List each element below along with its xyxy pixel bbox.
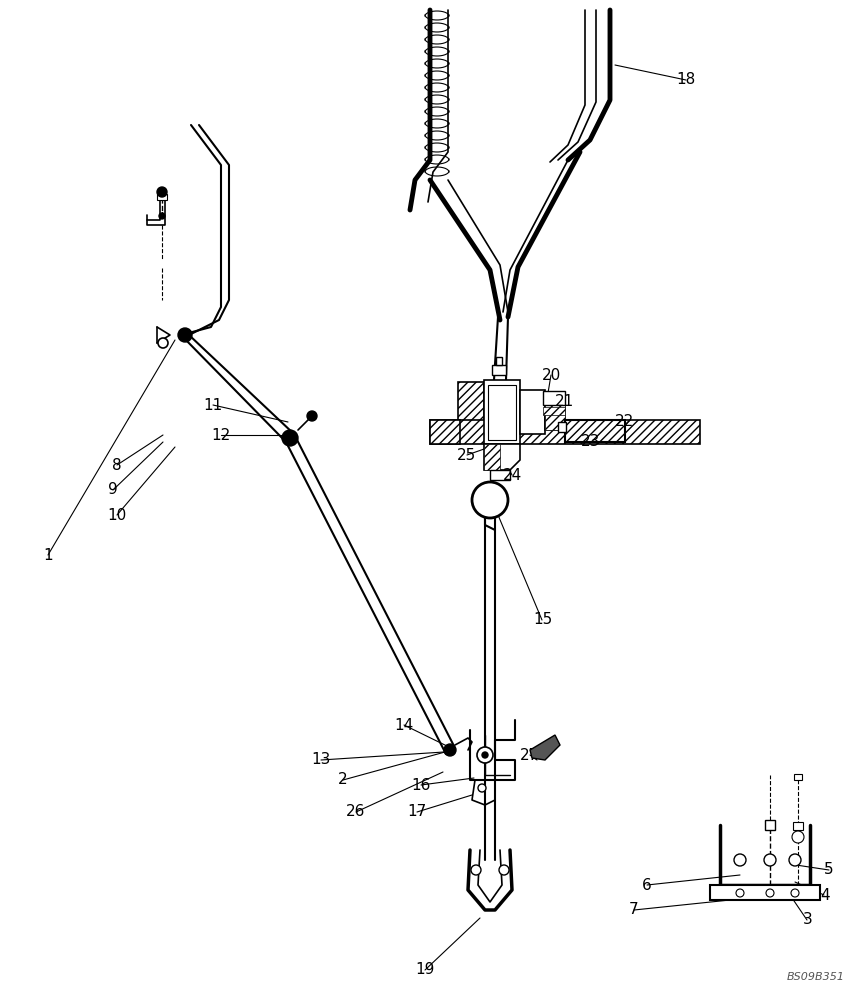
Bar — [794, 774, 802, 780]
Text: 18: 18 — [676, 73, 695, 88]
Circle shape — [444, 744, 456, 756]
Text: 3: 3 — [802, 912, 812, 928]
Text: BS09B351: BS09B351 — [787, 972, 845, 982]
Circle shape — [178, 328, 192, 342]
Bar — [496, 357, 502, 365]
Text: 23: 23 — [581, 434, 600, 450]
Text: 17: 17 — [407, 804, 426, 820]
Polygon shape — [484, 444, 520, 470]
Bar — [157, 194, 167, 200]
Circle shape — [766, 889, 774, 897]
Circle shape — [157, 187, 167, 197]
Bar — [793, 822, 803, 830]
Bar — [492, 365, 506, 375]
Text: 19: 19 — [416, 962, 435, 978]
Text: 4: 4 — [819, 888, 830, 902]
Polygon shape — [565, 420, 625, 442]
Bar — [765, 820, 775, 830]
Polygon shape — [484, 444, 500, 470]
Circle shape — [791, 889, 799, 897]
Circle shape — [792, 831, 804, 843]
Text: 1: 1 — [43, 548, 53, 562]
Polygon shape — [710, 885, 820, 900]
Text: 13: 13 — [312, 752, 331, 768]
Circle shape — [482, 752, 488, 758]
Circle shape — [307, 411, 317, 421]
Bar — [488, 385, 516, 440]
Bar — [543, 391, 565, 405]
Text: 25: 25 — [457, 448, 477, 462]
Polygon shape — [430, 420, 460, 444]
Text: 8: 8 — [112, 458, 122, 473]
Circle shape — [789, 854, 801, 866]
Circle shape — [736, 889, 744, 897]
Text: 24: 24 — [503, 468, 522, 483]
Polygon shape — [484, 380, 520, 444]
Circle shape — [471, 865, 481, 875]
Text: 16: 16 — [411, 778, 431, 792]
Text: 22: 22 — [615, 414, 635, 430]
Bar — [558, 422, 566, 432]
Circle shape — [477, 747, 493, 763]
Circle shape — [478, 784, 486, 792]
Text: 2: 2 — [338, 772, 348, 788]
Text: 9: 9 — [108, 483, 118, 497]
Text: 7: 7 — [628, 902, 639, 918]
Bar — [490, 470, 510, 480]
Text: 20: 20 — [542, 367, 561, 382]
Bar — [543, 407, 565, 415]
Text: 26: 26 — [346, 804, 365, 820]
Circle shape — [282, 430, 298, 446]
Circle shape — [159, 213, 165, 219]
Polygon shape — [520, 390, 545, 434]
Circle shape — [158, 338, 168, 348]
Polygon shape — [545, 400, 565, 430]
Circle shape — [472, 482, 508, 518]
Text: 27: 27 — [520, 748, 539, 762]
Text: 10: 10 — [108, 508, 127, 522]
Text: 15: 15 — [533, 612, 552, 628]
Polygon shape — [545, 400, 565, 430]
Polygon shape — [430, 420, 700, 444]
Polygon shape — [530, 735, 560, 760]
Text: 6: 6 — [641, 878, 652, 892]
Text: 5: 5 — [824, 862, 834, 878]
Circle shape — [764, 854, 776, 866]
Text: 12: 12 — [212, 428, 231, 442]
Text: 14: 14 — [394, 718, 413, 732]
Circle shape — [499, 865, 509, 875]
Circle shape — [734, 854, 746, 866]
Polygon shape — [458, 382, 484, 434]
Text: 21: 21 — [555, 394, 574, 410]
Text: 11: 11 — [203, 397, 222, 412]
